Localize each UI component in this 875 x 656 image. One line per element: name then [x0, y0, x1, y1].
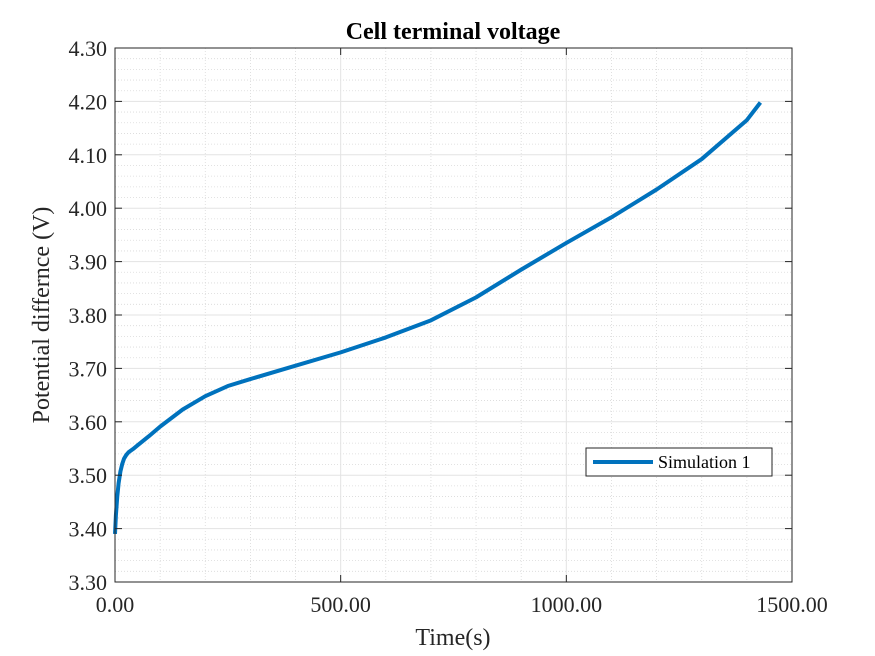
y-tick-label: 3.30 [69, 570, 108, 595]
x-tick-label: 0.00 [96, 592, 135, 617]
legend: Simulation 1 [585, 447, 773, 477]
series-line-1 [113, 101, 762, 535]
y-tick-label: 3.60 [69, 410, 108, 435]
y-tick-label: 3.90 [69, 250, 108, 275]
x-tick-labels: 0.00 500.00 1000.00 1500.00 [96, 592, 828, 617]
y-axis-label: Potential differnce (V) [29, 207, 55, 424]
x-tick-label: 1500.00 [756, 592, 828, 617]
axis-ticks [114, 47, 793, 583]
y-tick-label: 3.80 [69, 303, 108, 328]
y-tick-label: 4.00 [69, 196, 108, 221]
y-tick-label: 4.30 [69, 36, 108, 61]
series-layer [113, 101, 762, 535]
y-tick-label: 4.10 [69, 143, 108, 168]
chart-title: Cell terminal voltage [346, 19, 561, 45]
y-tick-labels: 3.30 3.40 3.50 3.60 3.70 3.80 3.90 4.00 4.10 4.20… [69, 36, 108, 595]
y-tick-label: 3.70 [69, 356, 108, 381]
x-tick-label: 1000.00 [531, 592, 603, 617]
x-tick-label: 500.00 [310, 592, 371, 617]
y-tick-label: 4.20 [69, 89, 108, 114]
y-tick-label: 3.50 [69, 463, 108, 488]
x-axis-label: Time(s) [415, 625, 490, 651]
legend-label-simulation-1: Simulation 1 [658, 452, 751, 472]
y-tick-label: 3.40 [69, 517, 108, 542]
